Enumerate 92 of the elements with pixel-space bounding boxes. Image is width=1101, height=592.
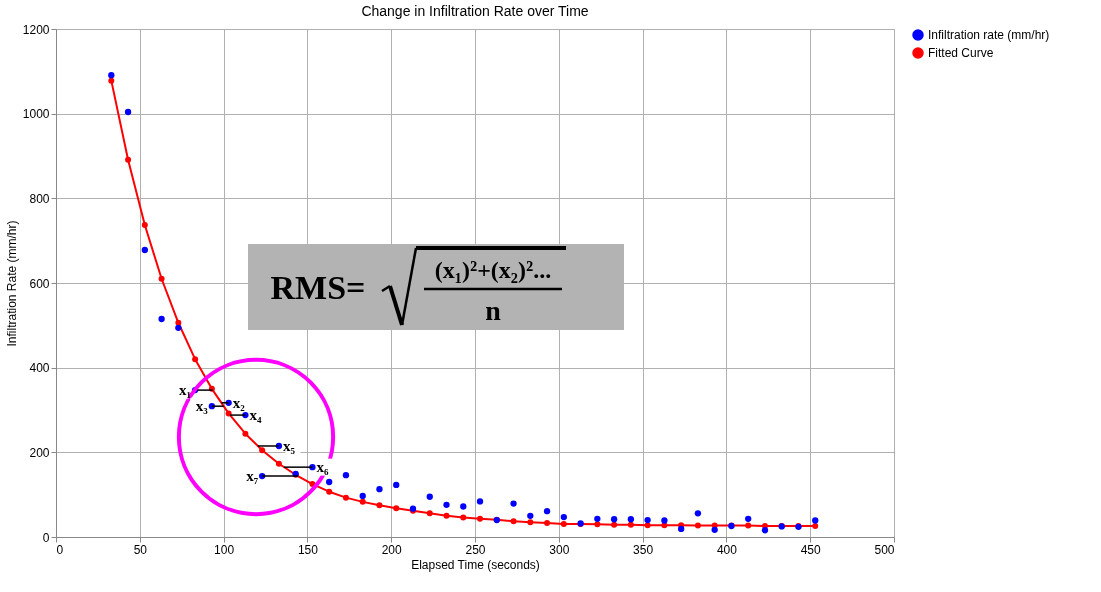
point bbox=[426, 510, 433, 517]
x-tick-label: 400 bbox=[716, 542, 738, 557]
annotation: x₃ bbox=[195, 398, 209, 415]
point bbox=[124, 108, 132, 116]
point bbox=[560, 520, 567, 527]
point bbox=[677, 525, 685, 533]
annotation: n bbox=[485, 295, 502, 326]
point bbox=[510, 518, 517, 525]
point bbox=[543, 508, 551, 515]
chart-title: Change in Infiltration Rate over Time bbox=[361, 3, 589, 19]
point bbox=[175, 319, 182, 326]
point bbox=[560, 513, 567, 521]
point bbox=[544, 520, 551, 527]
point bbox=[443, 512, 450, 519]
annotation: RMS= bbox=[270, 269, 366, 306]
x-tick-label: 150 bbox=[297, 542, 319, 557]
point bbox=[342, 472, 350, 479]
y-tick-label: 1000 bbox=[22, 107, 50, 122]
annotation: x₂ bbox=[232, 394, 246, 411]
point bbox=[141, 246, 148, 254]
point bbox=[326, 478, 333, 486]
point bbox=[594, 521, 601, 528]
y-tick-label: 600 bbox=[29, 276, 50, 291]
point bbox=[192, 356, 199, 363]
point bbox=[711, 526, 718, 533]
point bbox=[359, 492, 366, 500]
point bbox=[376, 486, 383, 493]
x-tick-label: 100 bbox=[214, 542, 235, 557]
point bbox=[393, 505, 400, 512]
y-tick-label: 0 bbox=[42, 530, 50, 545]
point bbox=[527, 519, 534, 526]
point bbox=[476, 498, 484, 505]
point bbox=[644, 522, 651, 529]
annotation: x₄ bbox=[249, 407, 262, 424]
point bbox=[426, 493, 433, 500]
x-tick-label: 200 bbox=[381, 542, 403, 557]
point bbox=[158, 275, 165, 282]
x-tick-label: 350 bbox=[633, 542, 654, 557]
annotation: x₅ bbox=[282, 437, 296, 454]
point bbox=[158, 315, 165, 323]
point bbox=[108, 71, 115, 79]
annotation: x₆ bbox=[316, 459, 329, 476]
point bbox=[443, 501, 450, 508]
y-tick-label: 400 bbox=[29, 361, 50, 376]
annotation: x₇ bbox=[246, 468, 259, 485]
point bbox=[393, 481, 400, 489]
point bbox=[359, 498, 366, 505]
point bbox=[610, 516, 618, 523]
point bbox=[594, 515, 601, 522]
x-tick-label: 0 bbox=[56, 542, 64, 557]
annotation: (x₁)²+(x₂)²... bbox=[434, 257, 552, 283]
y-tick-label: 1200 bbox=[22, 22, 50, 37]
point bbox=[812, 523, 819, 529]
point bbox=[259, 447, 266, 454]
point bbox=[627, 516, 635, 523]
x-tick-label: 500 bbox=[874, 542, 895, 557]
y-tick-label: 200 bbox=[29, 445, 50, 460]
point bbox=[745, 522, 752, 529]
point bbox=[527, 512, 534, 519]
point bbox=[694, 510, 702, 517]
point bbox=[761, 527, 769, 534]
x-tick-label: 450 bbox=[800, 542, 822, 557]
annotation: x₁ bbox=[179, 382, 192, 399]
point bbox=[460, 503, 467, 510]
point bbox=[510, 500, 517, 507]
point bbox=[326, 488, 333, 495]
point bbox=[108, 77, 115, 84]
point bbox=[376, 502, 383, 509]
y-axis-title: Infiltration Rate (mm/hr) bbox=[4, 220, 19, 347]
point bbox=[694, 522, 701, 529]
legend-label: Infiltration rate (mm/hr) bbox=[928, 28, 1050, 42]
y-tick-label: 800 bbox=[29, 191, 50, 206]
point bbox=[627, 521, 634, 528]
x-tick-label: 250 bbox=[465, 542, 486, 557]
point bbox=[175, 324, 182, 332]
point bbox=[661, 517, 668, 524]
point bbox=[342, 494, 349, 501]
point bbox=[460, 514, 467, 521]
point bbox=[644, 516, 651, 524]
x-axis-title: Elapsed Time (seconds) bbox=[411, 557, 540, 572]
point bbox=[812, 517, 819, 524]
x-tick-label: 50 bbox=[133, 542, 148, 557]
point bbox=[242, 430, 249, 437]
point bbox=[745, 515, 752, 522]
point bbox=[225, 410, 232, 417]
x-tick-label: 300 bbox=[549, 542, 570, 557]
point bbox=[125, 156, 132, 163]
point bbox=[477, 515, 484, 522]
point bbox=[611, 521, 618, 528]
legend-label: Fitted Curve bbox=[928, 46, 994, 60]
point bbox=[275, 460, 282, 467]
point bbox=[141, 222, 148, 228]
